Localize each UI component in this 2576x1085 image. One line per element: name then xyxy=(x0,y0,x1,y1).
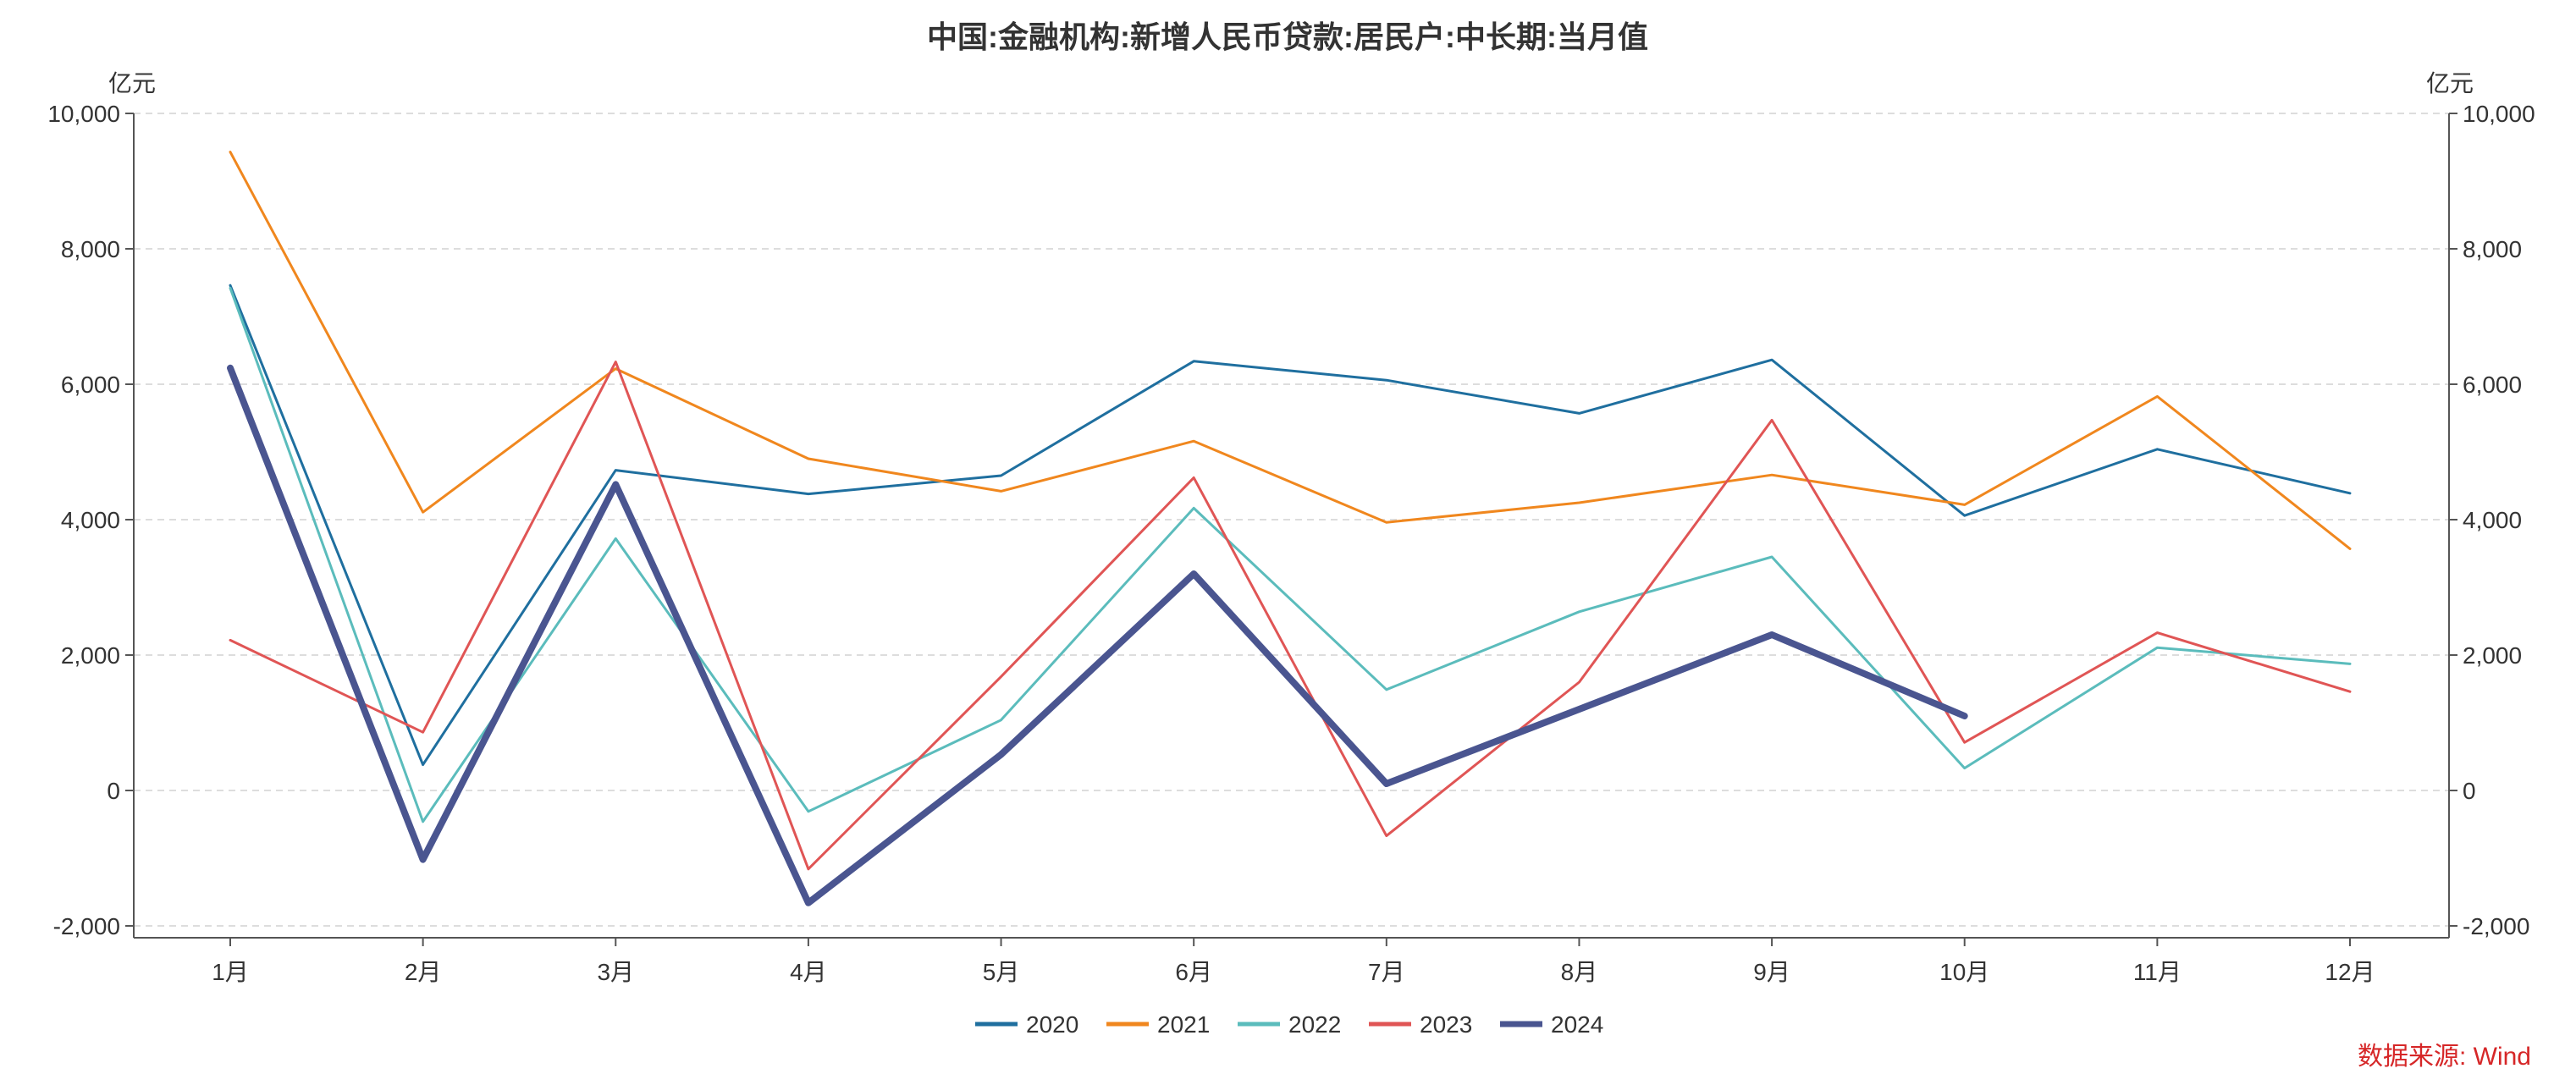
series-lines xyxy=(227,151,2352,906)
series-line-2022 xyxy=(229,286,2352,823)
y-tick-label-right: 4,000 xyxy=(2463,507,2522,533)
x-tick-label: 12月 xyxy=(2325,959,2375,985)
grid xyxy=(134,113,2449,927)
series-line-2020 xyxy=(229,284,2352,767)
x-tick-label: 9月 xyxy=(1753,959,1790,985)
legend: 2020 2021 2022 2023 2024 xyxy=(975,1011,1603,1038)
y-tick-label-right: 2,000 xyxy=(2463,642,2522,669)
legend-label-2021: 2021 xyxy=(1157,1011,1210,1038)
right-axis-unit: 亿元 xyxy=(2426,70,2474,96)
y-tick-label-left: 8,000 xyxy=(61,236,120,262)
x-tick-label: 3月 xyxy=(597,959,634,985)
y-tick-label-left: 10,000 xyxy=(47,101,120,127)
source-note: 数据来源: Wind xyxy=(2358,1043,2531,1071)
x-tick-label: 6月 xyxy=(1175,959,1212,985)
series-line-2023 xyxy=(229,361,2352,871)
y-tick-label-left: 6,000 xyxy=(61,372,120,398)
y-tick-label-left: 4,000 xyxy=(61,507,120,533)
left-axis-unit: 亿元 xyxy=(108,70,156,96)
legend-label-2022: 2022 xyxy=(1288,1011,1341,1038)
x-tick-label: 2月 xyxy=(405,959,442,985)
y-tick-label-left: 2,000 xyxy=(61,642,120,669)
y-tick-label-right: 0 xyxy=(2463,778,2476,804)
x-tick-label: 11月 xyxy=(2133,959,2182,985)
y-tick-label-left: 0 xyxy=(107,778,120,804)
axes: 10,000 10,000 8,000 8,000 6,000 6,000 4,000 4,0… xyxy=(47,101,2535,985)
y-tick-label-right: 8,000 xyxy=(2463,236,2522,262)
x-tick-label: 8月 xyxy=(1561,959,1598,985)
y-tick-label-right: 10,000 xyxy=(2463,101,2535,127)
y-tick-label-right: -2,000 xyxy=(2463,913,2529,939)
legend-label-2023: 2023 xyxy=(1420,1011,1472,1038)
series-line-2024 xyxy=(227,364,1968,906)
x-tick-label: 1月 xyxy=(212,959,249,985)
legend-label-2024: 2024 xyxy=(1551,1011,1603,1038)
y-tick-label-right: 6,000 xyxy=(2463,372,2522,398)
series-line-2021 xyxy=(229,151,2352,550)
y-tick-label-left: -2,000 xyxy=(53,913,120,939)
x-tick-label: 4月 xyxy=(790,959,827,985)
legend-label-2020: 2020 xyxy=(1026,1011,1078,1038)
x-tick-label: 10月 xyxy=(1939,959,1989,985)
x-tick-label: 7月 xyxy=(1368,959,1405,985)
x-tick-label: 5月 xyxy=(983,959,1020,985)
chart-title: 中国:金融机构:新增人民币贷款:居民户:中长期:当月值 xyxy=(927,19,1648,54)
